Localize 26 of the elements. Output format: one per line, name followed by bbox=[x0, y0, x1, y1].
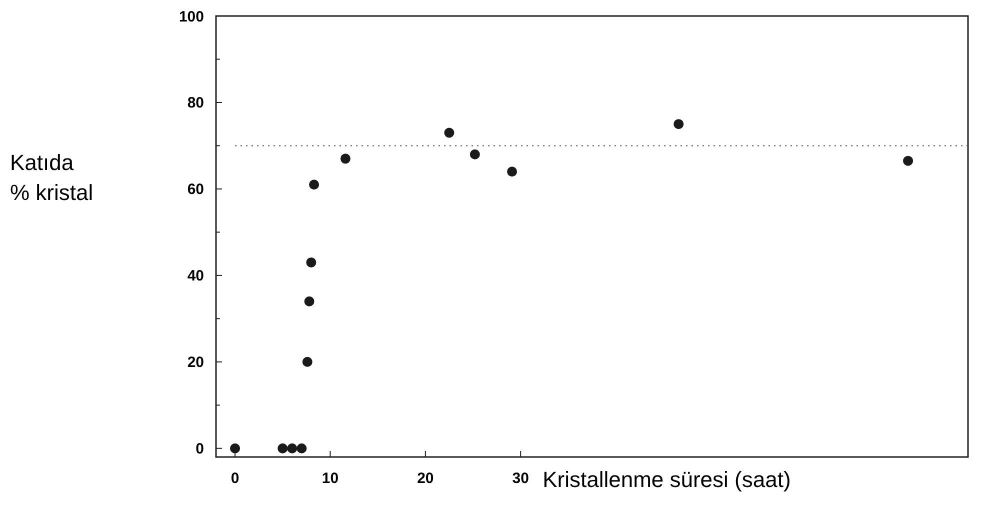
y-tick-label: 40 bbox=[187, 268, 204, 285]
point bbox=[340, 154, 350, 164]
point bbox=[306, 257, 316, 268]
point bbox=[278, 443, 288, 454]
y-tick-label: 100 bbox=[178, 8, 204, 26]
x-tick-label: 0 bbox=[230, 470, 240, 487]
point bbox=[903, 156, 914, 166]
point bbox=[309, 180, 320, 190]
y-axis-title: Katıda % kristal bbox=[10, 150, 94, 205]
x-tick-label: 30 bbox=[512, 470, 529, 487]
point bbox=[296, 443, 307, 454]
point bbox=[507, 166, 518, 177]
x-axis-title: Kristallenme süresi (saat) bbox=[542, 467, 791, 492]
point bbox=[230, 443, 240, 454]
y-tick-label: 60 bbox=[187, 181, 204, 198]
point bbox=[444, 128, 454, 138]
point bbox=[470, 149, 480, 160]
y-tick-label: 80 bbox=[187, 94, 204, 112]
point bbox=[302, 356, 312, 367]
x-tick-label: 20 bbox=[417, 470, 434, 487]
point bbox=[304, 296, 314, 306]
point bbox=[674, 119, 684, 130]
x-tick-label: 10 bbox=[322, 470, 339, 487]
y-tick-label: 0 bbox=[196, 440, 204, 458]
point bbox=[287, 443, 298, 454]
y-tick-label: 20 bbox=[187, 354, 204, 372]
